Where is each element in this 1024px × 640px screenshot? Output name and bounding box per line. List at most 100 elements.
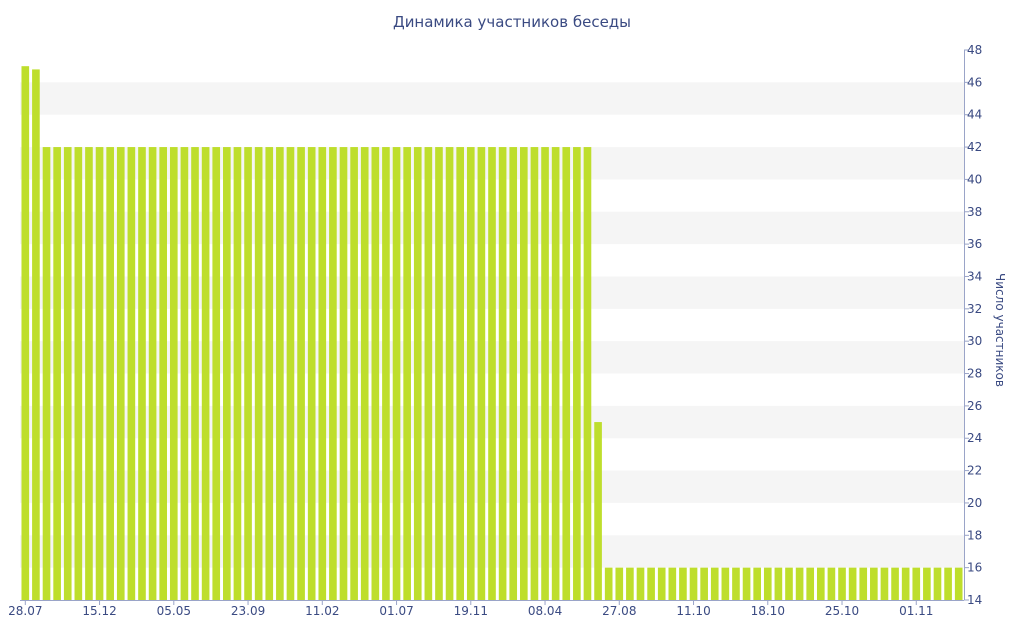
- x-tick-label: 01.07: [379, 604, 413, 618]
- y-tick-label: 28: [967, 367, 982, 381]
- bar: [329, 147, 337, 600]
- y-tick-label: 30: [967, 334, 982, 348]
- y-tick-label: 34: [967, 269, 982, 283]
- bar: [477, 147, 486, 600]
- bar: [870, 567, 878, 600]
- bar: [901, 567, 910, 600]
- y-tick-label: 48: [967, 43, 982, 57]
- bar: [223, 147, 231, 600]
- bar: [95, 147, 104, 600]
- bar: [191, 147, 199, 600]
- bar: [382, 147, 390, 600]
- bar: [954, 567, 963, 600]
- bar: [85, 147, 93, 600]
- bar: [212, 147, 221, 600]
- y-tick-label: 46: [967, 75, 982, 89]
- bar: [424, 147, 433, 600]
- bar: [498, 147, 507, 600]
- bar: [42, 147, 51, 600]
- y-tick-label: 26: [967, 399, 982, 413]
- bar: [785, 567, 793, 600]
- x-tick-label: 25.10: [825, 604, 859, 618]
- bar: [689, 567, 698, 600]
- y-axis-label: Число участников: [993, 273, 1007, 387]
- y-tick-label: 24: [967, 431, 982, 445]
- bar: [520, 147, 528, 600]
- bar: [891, 567, 899, 600]
- bar: [138, 147, 146, 600]
- bar: [116, 147, 125, 600]
- y-tick-label: 20: [967, 496, 982, 510]
- bar: [753, 567, 761, 600]
- x-tick-label: 05.05: [157, 604, 191, 618]
- bar: [456, 147, 464, 600]
- bar: [466, 147, 475, 600]
- bar: [838, 567, 846, 600]
- bar: [148, 147, 157, 600]
- grid-band: [20, 82, 964, 115]
- bar: [636, 567, 645, 600]
- y-tick-label: 40: [967, 172, 982, 186]
- bar: [201, 147, 210, 600]
- bar: [573, 147, 581, 600]
- bar: [127, 147, 136, 600]
- bar: [297, 147, 305, 600]
- bar: [604, 567, 613, 600]
- bar: [233, 147, 242, 600]
- y-tick-label: 16: [967, 561, 982, 575]
- bar: [848, 567, 857, 600]
- y-tick-label: 32: [967, 302, 982, 316]
- bar: [742, 567, 751, 600]
- y-tick-label: 14: [967, 593, 982, 607]
- bar: [551, 147, 560, 600]
- bar: [106, 147, 114, 600]
- bar: [668, 567, 677, 600]
- bar: [435, 147, 443, 600]
- chart-title: Динамика участников беседы: [392, 13, 632, 31]
- bar: [923, 567, 931, 600]
- y-tick-label: 36: [967, 237, 982, 251]
- bar: [944, 567, 952, 600]
- y-tick-label: 38: [967, 205, 982, 219]
- bar: [169, 147, 178, 600]
- bar: [530, 147, 539, 600]
- bar: [795, 567, 804, 600]
- x-tick-label: 27.08: [602, 604, 636, 618]
- bar: [74, 147, 83, 600]
- y-tick-label: 44: [967, 108, 982, 122]
- bar: [265, 147, 274, 600]
- bar: [371, 147, 380, 600]
- bar: [159, 147, 168, 600]
- bar: [912, 567, 921, 600]
- bar: [21, 66, 30, 601]
- bar: [562, 147, 571, 600]
- bar: [732, 567, 740, 600]
- bar: [339, 147, 348, 600]
- bar: [63, 147, 72, 600]
- bar: [360, 147, 369, 600]
- bar: [445, 147, 454, 600]
- bar: [276, 147, 284, 600]
- bar: [816, 567, 825, 600]
- bar: [244, 147, 252, 600]
- x-tick-label: 18.10: [751, 604, 785, 618]
- x-tick-label: 11.02: [305, 604, 339, 618]
- bar: [806, 567, 815, 600]
- bar: [583, 147, 592, 600]
- bar: [679, 567, 687, 600]
- y-tick-label: 22: [967, 464, 982, 478]
- x-tick-label: 28.07: [8, 604, 42, 618]
- bar: [657, 567, 666, 600]
- bar: [32, 69, 40, 600]
- x-tick-label: 19.11: [454, 604, 488, 618]
- bar: [488, 147, 496, 600]
- x-tick-label: 23.09: [231, 604, 265, 618]
- bar: [53, 147, 61, 600]
- bar: [933, 567, 942, 600]
- bar: [392, 147, 401, 600]
- bar: [615, 567, 624, 600]
- x-tick-label: 08.04: [528, 604, 562, 618]
- x-tick-label: 11.10: [676, 604, 710, 618]
- bar: [594, 422, 602, 600]
